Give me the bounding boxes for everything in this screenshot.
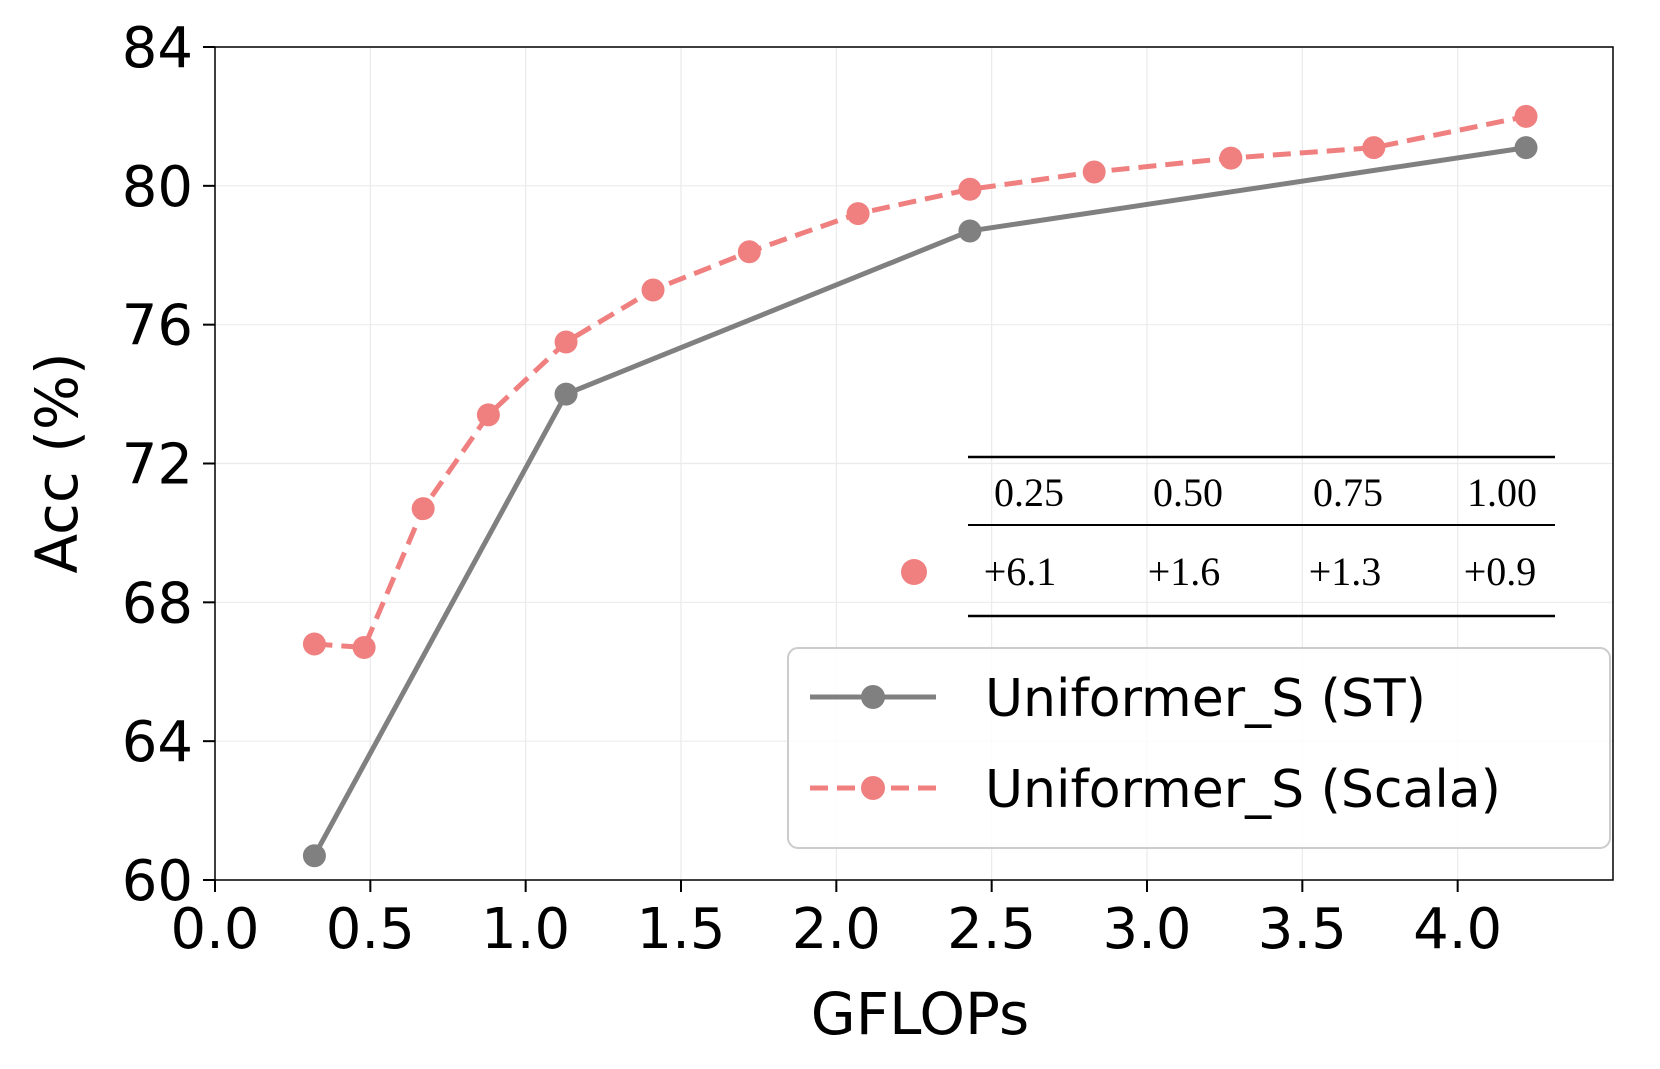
inset-table-value: +1.3 [1309, 549, 1382, 594]
legend-box [787, 647, 1611, 849]
x-tick-label: 3.5 [1258, 897, 1347, 962]
data-point [302, 632, 326, 656]
legend-swatch-marker [861, 776, 885, 800]
inset-table-marker [901, 559, 927, 585]
y-axis: 60 64 68 72 76 80 84 [122, 16, 215, 914]
x-tick-label: 4.0 [1413, 897, 1502, 962]
x-tick-label: 2.5 [947, 897, 1036, 962]
legend-label: Uniformer_S (Scala) [985, 760, 1501, 820]
inset-table-header: 0.75 [1313, 470, 1383, 515]
legend: Uniformer_S (ST) Uniformer_S (Scala) [787, 647, 1611, 849]
legend-label: Uniformer_S (ST) [985, 669, 1426, 729]
x-axis-title: GFLOPs [811, 980, 1029, 1048]
inset-table: 0.25 0.50 0.75 1.00 +6.1 +1.6 +1.3 +0.9 [901, 455, 1555, 618]
legend-swatch-marker [861, 685, 885, 709]
inset-table-value: +6.1 [984, 549, 1057, 594]
y-tick-label: 72 [122, 433, 193, 498]
data-point [476, 403, 500, 427]
series-scala [302, 104, 1538, 659]
series-layer [302, 104, 1538, 868]
x-tick-label: 3.0 [1102, 897, 1191, 962]
data-point [554, 382, 578, 406]
inset-table-header: 0.50 [1153, 470, 1223, 515]
data-point [641, 278, 665, 302]
data-point [1514, 104, 1538, 128]
inset-table-header: 0.25 [994, 470, 1064, 515]
inset-table-header: 1.00 [1467, 470, 1537, 515]
data-point [1514, 136, 1538, 160]
data-point [302, 844, 326, 868]
y-axis-title: Acc (%) [23, 352, 91, 573]
x-tick-label: 1.0 [481, 897, 570, 962]
y-tick-label: 68 [122, 571, 193, 636]
x-tick-label: 1.5 [636, 897, 725, 962]
x-axis: 0.0 0.5 1.0 1.5 2.0 2.5 3.0 3.5 4.0 [170, 880, 1502, 962]
data-point [1362, 136, 1386, 160]
inset-table-value: +1.6 [1148, 549, 1221, 594]
x-tick-label: 2.0 [792, 897, 881, 962]
data-point [958, 219, 982, 243]
data-point [846, 202, 870, 226]
data-point [411, 497, 435, 521]
data-point [1082, 160, 1106, 184]
series-line [312, 145, 1527, 857]
x-tick-label: 0.0 [170, 897, 259, 962]
series-st [302, 136, 1538, 868]
data-point [352, 635, 376, 659]
y-tick-label: 64 [122, 710, 193, 775]
data-point [1219, 146, 1243, 170]
inset-table-value: +0.9 [1464, 549, 1537, 594]
data-point [554, 330, 578, 354]
x-tick-label: 0.5 [326, 897, 415, 962]
y-tick-label: 80 [122, 155, 193, 220]
y-tick-label: 84 [122, 16, 193, 81]
data-point [958, 177, 982, 201]
y-tick-label: 76 [122, 294, 193, 359]
y-tick-label: 60 [122, 849, 193, 914]
data-point [737, 240, 761, 264]
